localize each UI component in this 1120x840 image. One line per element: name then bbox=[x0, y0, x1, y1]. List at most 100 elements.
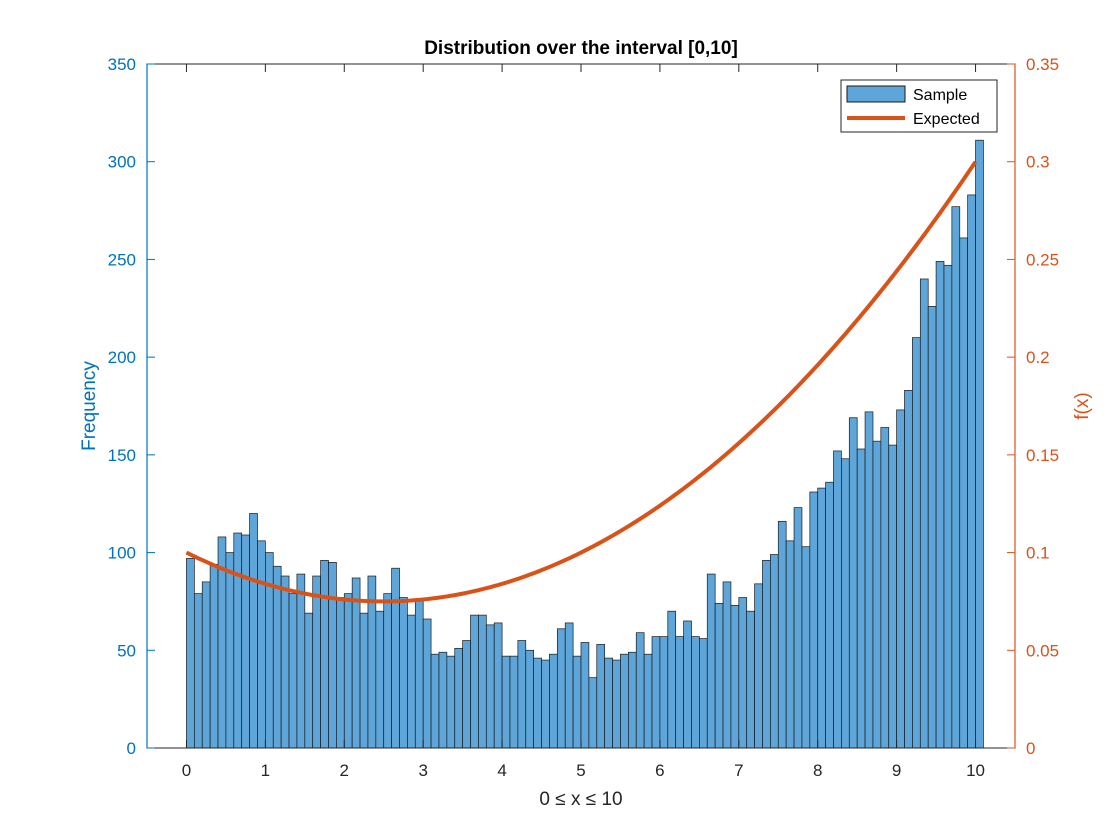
histogram-bars bbox=[186, 139, 984, 749]
histogram-bar bbox=[762, 560, 771, 749]
x-tick-label: 8 bbox=[813, 761, 822, 780]
histogram-bar bbox=[580, 642, 590, 749]
histogram-bar bbox=[438, 651, 448, 749]
x-tick-label: 3 bbox=[418, 761, 427, 780]
histogram-bar bbox=[414, 599, 424, 749]
histogram-bar bbox=[699, 638, 708, 749]
histogram-bar bbox=[975, 139, 984, 749]
legend: Sample Expected bbox=[840, 79, 998, 133]
histogram-bar bbox=[422, 618, 432, 749]
histogram-bar bbox=[257, 540, 266, 749]
histogram-bar bbox=[241, 534, 250, 749]
histogram-bar bbox=[825, 481, 834, 749]
histogram-bar bbox=[683, 620, 692, 749]
histogram-bar bbox=[770, 554, 779, 749]
x-tick-label: 1 bbox=[261, 761, 270, 780]
histogram-bar bbox=[186, 558, 195, 749]
histogram-bar bbox=[336, 597, 345, 749]
histogram-bar bbox=[446, 655, 456, 749]
histogram-bar bbox=[746, 610, 755, 749]
histogram-bar bbox=[375, 610, 385, 749]
histogram-bar bbox=[880, 427, 890, 749]
histogram-bar bbox=[959, 237, 969, 749]
histogram-bar bbox=[193, 593, 203, 749]
y2-tick-label: 0.2 bbox=[1026, 348, 1050, 367]
histogram-bar bbox=[249, 513, 258, 749]
legend-label-sample: Sample bbox=[913, 87, 967, 104]
y-tick-label: 100 bbox=[108, 544, 136, 563]
y2-tick-label: 0.35 bbox=[1026, 55, 1059, 74]
x-tick-label: 6 bbox=[655, 761, 664, 780]
histogram-bar bbox=[951, 206, 961, 749]
y-tick-label: 300 bbox=[108, 153, 136, 172]
x-tick-label: 7 bbox=[734, 761, 743, 780]
histogram-bar bbox=[912, 337, 921, 749]
histogram-bar bbox=[841, 458, 850, 749]
histogram-bar bbox=[501, 655, 511, 749]
y-tick-label: 250 bbox=[108, 250, 136, 269]
x-tick-label: 2 bbox=[340, 761, 349, 780]
histogram-bar bbox=[383, 593, 392, 749]
histogram-bar bbox=[919, 278, 929, 749]
histogram-bar bbox=[793, 507, 803, 749]
histogram-bar bbox=[675, 636, 684, 749]
histogram-bar bbox=[896, 409, 905, 749]
legend-swatch-sample bbox=[846, 85, 906, 103]
histogram-bar bbox=[872, 440, 882, 749]
chart-title: Distribution over the interval [0,10] bbox=[424, 38, 738, 59]
histogram-bar bbox=[785, 540, 795, 749]
histogram-bar bbox=[407, 614, 416, 749]
histogram-bar bbox=[809, 491, 819, 749]
right-y-axis-ticks: 0 0.05 0.1 0.15 0.2 0.25 0.3 0.35 bbox=[1007, 55, 1059, 758]
histogram-bar bbox=[430, 653, 440, 749]
histogram-bar bbox=[209, 563, 219, 749]
histogram-bar bbox=[667, 610, 677, 749]
histogram-bar bbox=[312, 575, 321, 749]
histogram-bar bbox=[391, 567, 400, 749]
histogram-bar bbox=[533, 657, 542, 749]
histogram-bar bbox=[635, 632, 645, 749]
histogram-bar bbox=[706, 573, 716, 749]
histogram-bar bbox=[478, 614, 487, 749]
histogram-bar bbox=[509, 655, 519, 749]
histogram-bar bbox=[856, 448, 866, 749]
histogram-bar bbox=[904, 390, 913, 749]
histogram-bar bbox=[864, 411, 874, 749]
histogram-bar bbox=[296, 573, 306, 749]
x-tick-label: 0 bbox=[182, 761, 191, 780]
left-y-axis-ticks: 0 50 100 150 200 250 300 350 bbox=[108, 55, 155, 758]
histogram-bar bbox=[943, 264, 953, 749]
x-axis-ticks: 0 1 2 3 4 5 6 7 8 9 10 bbox=[182, 64, 985, 780]
histogram-bar bbox=[265, 552, 274, 749]
expected-curve bbox=[185, 160, 978, 604]
legend-label-expected: Expected bbox=[913, 111, 980, 128]
histogram-bar bbox=[304, 612, 314, 749]
histogram-bar bbox=[399, 597, 408, 749]
y2-axis-label: f(x) bbox=[1072, 392, 1093, 419]
histogram-bar bbox=[288, 593, 298, 749]
histogram-bar bbox=[493, 622, 503, 749]
histogram-bar bbox=[935, 261, 945, 749]
x-axis-label: 0 ≤ x ≤ 10 bbox=[539, 789, 622, 810]
histogram-bar bbox=[817, 487, 826, 749]
histogram-bar bbox=[233, 532, 243, 749]
histogram-bar bbox=[272, 565, 282, 749]
histogram-bar bbox=[659, 636, 669, 749]
histogram-bar bbox=[485, 624, 495, 749]
histogram-bar bbox=[596, 644, 606, 749]
y2-tick-label: 0.3 bbox=[1026, 153, 1050, 172]
histogram-bar bbox=[754, 583, 763, 749]
histogram-bar bbox=[651, 636, 661, 749]
y-tick-label: 0 bbox=[127, 739, 136, 758]
histogram-bar bbox=[967, 194, 976, 749]
histogram-bar bbox=[280, 575, 290, 749]
histogram-bar bbox=[888, 444, 897, 749]
histogram-bar bbox=[343, 593, 353, 749]
y2-tick-label: 0.25 bbox=[1026, 250, 1059, 269]
y-tick-label: 150 bbox=[108, 446, 136, 465]
y2-tick-label: 0 bbox=[1026, 739, 1035, 758]
histogram-bar bbox=[541, 659, 550, 749]
histogram-bar bbox=[359, 612, 369, 749]
histogram-bar bbox=[722, 581, 732, 749]
